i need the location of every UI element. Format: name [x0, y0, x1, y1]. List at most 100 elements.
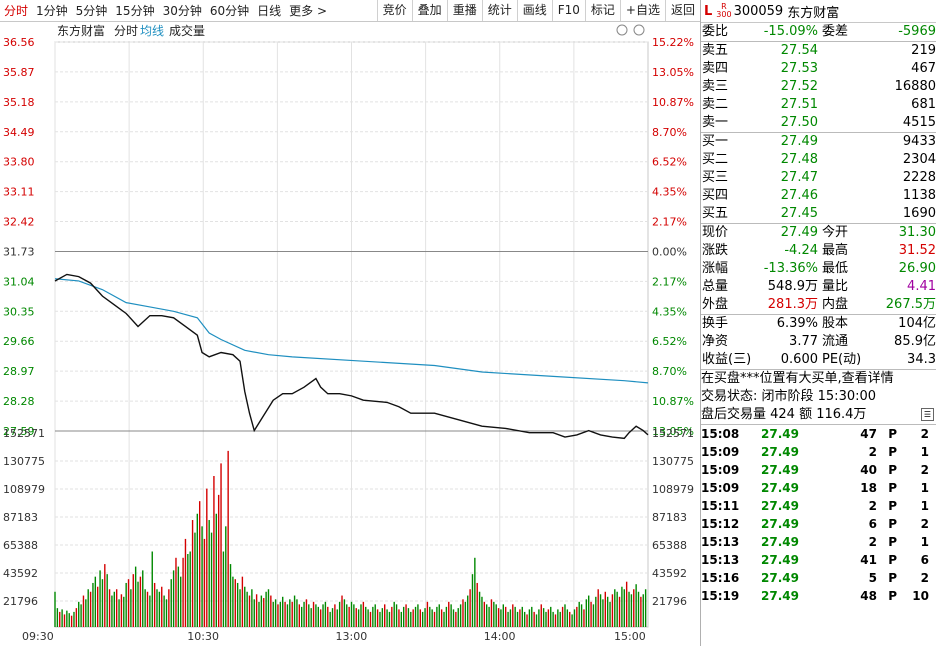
- tool-button-2[interactable]: 重播: [446, 0, 482, 21]
- order-row: 买一 27.49 9433: [701, 133, 936, 151]
- tool-button-7[interactable]: +自选: [619, 0, 665, 21]
- tool-button-4[interactable]: 画线: [516, 0, 552, 21]
- status-text: 交易状态: 闭市阶段 15:30:00: [701, 389, 877, 404]
- tick-cell: 2: [920, 517, 929, 531]
- market-logo-sub: R 300: [716, 3, 731, 19]
- order-volume: 9433: [902, 134, 936, 149]
- tick-cell: P: [888, 463, 897, 477]
- pct-tick-label: 4.35%: [652, 305, 687, 318]
- tool-button-3[interactable]: 统计: [481, 0, 517, 21]
- tick-cell: 1: [920, 481, 929, 495]
- price-tick-label: 30.35: [3, 305, 35, 318]
- tool-button-6[interactable]: 标记: [584, 0, 620, 21]
- after-hours: 盘后交易量 424 额 116.4万 ☰: [701, 406, 936, 424]
- tick-cell: 48: [860, 589, 877, 603]
- period-tab-1[interactable]: 1分钟: [36, 4, 68, 18]
- vol-tick-label: 152571: [3, 427, 45, 440]
- legend-mode: 分时: [114, 24, 138, 38]
- tool-button-0[interactable]: 竞价: [376, 0, 412, 21]
- order-label: 卖一: [702, 115, 729, 130]
- tick-cell: 15:13: [701, 535, 740, 549]
- after-hours-text: 盘后交易量 424 额 116.4万: [701, 407, 867, 422]
- stat-value: 281.3万: [767, 297, 818, 312]
- stat-label: 换手: [702, 316, 729, 331]
- stat-value: 27.49: [780, 225, 818, 240]
- order-row: 卖一 27.50 4515: [701, 114, 936, 132]
- order-row: 卖四 27.53 467: [701, 60, 936, 78]
- tick-row: 15:13 27.49 2 P 1: [701, 533, 936, 551]
- stat-value: 104亿: [898, 316, 936, 331]
- stat-row: 涨幅 -13.36% 最低 26.90: [701, 260, 936, 278]
- pct-tick-label: 0.00%: [652, 245, 687, 258]
- order-volume: 16880: [894, 79, 936, 94]
- order-row: 买五 27.45 1690: [701, 205, 936, 223]
- quote-panel: L R 300 300059 东方财富 委比 -15.09% 委差 -5969 …: [700, 0, 936, 646]
- period-tab-5[interactable]: 60分钟: [209, 4, 250, 18]
- tool-button-5[interactable]: F10: [551, 0, 585, 21]
- tick-cell: 27.49: [761, 589, 799, 603]
- period-tab-0[interactable]: 分时: [4, 4, 29, 18]
- order-price: 27.50: [780, 115, 818, 130]
- list-icon[interactable]: ☰: [921, 408, 934, 421]
- intraday-chart[interactable]: 东方财富 分时 均线 成交量 36.56 15.22% 35.87 13.05% 35.18 10…: [0, 22, 700, 646]
- tool-button-1[interactable]: 叠加: [411, 0, 447, 21]
- stat-label: 流通: [822, 334, 849, 349]
- avg-price-line: [54, 278, 649, 384]
- order-row: 卖五 27.54 219: [701, 42, 936, 60]
- period-tabs: 分时 1分钟 5分钟 15分钟 30分钟 60分钟 日线 更多 >: [0, 2, 331, 19]
- period-tab-7[interactable]: 更多 >: [289, 4, 328, 18]
- period-tab-3[interactable]: 15分钟: [115, 4, 155, 18]
- gear-icon: [616, 24, 628, 36]
- period-tab-2[interactable]: 5分钟: [75, 4, 108, 18]
- period-tab-6[interactable]: 日线: [257, 4, 282, 18]
- price-tick-label: 33.11: [3, 186, 35, 199]
- stat-label: 总量: [702, 279, 729, 294]
- stat-row: 涨跌 -4.24 最高 31.52: [701, 242, 936, 260]
- stat-value: 4.41: [907, 279, 936, 294]
- price-tick-label: 27.59: [3, 425, 35, 438]
- price-tick-label: 31.73: [3, 245, 35, 258]
- tick-cell: 27.49: [761, 535, 799, 549]
- pct-tick-label: 2.17%: [652, 275, 687, 288]
- tick-cell: P: [888, 589, 897, 603]
- tick-cell: 27.49: [761, 553, 799, 567]
- vol-tick-label: 65388: [3, 539, 38, 552]
- order-label: 卖四: [702, 61, 729, 76]
- order-price: 27.46: [780, 188, 818, 203]
- tick-row: 15:13 27.49 41 P 6: [701, 551, 936, 569]
- tool-button-8[interactable]: 返回: [664, 0, 700, 21]
- stat-label: 现价: [702, 225, 729, 240]
- stat-value: 31.30: [898, 225, 936, 240]
- stat-label: 今开: [822, 225, 849, 240]
- tick-row: 15:08 27.49 47 P 2: [701, 425, 936, 443]
- tick-row: 15:09 27.49 2 P 1: [701, 443, 936, 461]
- vol-tick-label-right: 87183: [652, 511, 687, 524]
- order-price: 27.48: [780, 152, 818, 167]
- order-label: 买三: [702, 170, 729, 185]
- period-tab-4[interactable]: 30分钟: [162, 4, 202, 18]
- stat-value: -4.24: [784, 243, 818, 258]
- order-price: 27.49: [780, 134, 818, 149]
- tick-cell: 2: [868, 499, 877, 513]
- legend-name: 东方财富: [57, 23, 105, 38]
- tick-cell: 2: [920, 571, 929, 585]
- price-tick-label: 34.49: [3, 126, 35, 139]
- tool-buttons: 竞价 叠加 重播 统计 画线 F10 标记 +自选 返回: [376, 0, 700, 21]
- pct-tick-label: 2.17%: [652, 216, 687, 229]
- tick-cell: 27.49: [761, 517, 799, 531]
- big-order-notice[interactable]: 在买盘***位置有大买单,查看详情: [701, 369, 936, 388]
- order-volume: 681: [911, 97, 936, 112]
- stat-row: 现价 27.49 今开 31.30: [701, 224, 936, 242]
- order-price: 27.51: [780, 97, 818, 112]
- tick-cell: 2: [920, 463, 929, 477]
- stock-code: 300059: [733, 3, 784, 19]
- stat-label: 涨跌: [702, 243, 729, 258]
- tick-cell: P: [888, 499, 897, 513]
- tick-cell: 15:09: [701, 481, 740, 495]
- vol-tick-label-right: 152571: [652, 427, 694, 440]
- price-tick-label: 29.66: [3, 335, 35, 348]
- stat-value: 34.3: [907, 352, 936, 367]
- stat-value: 3.77: [789, 334, 818, 349]
- tick-cell: 27.49: [761, 445, 799, 459]
- tick-cell: 27.49: [761, 499, 799, 513]
